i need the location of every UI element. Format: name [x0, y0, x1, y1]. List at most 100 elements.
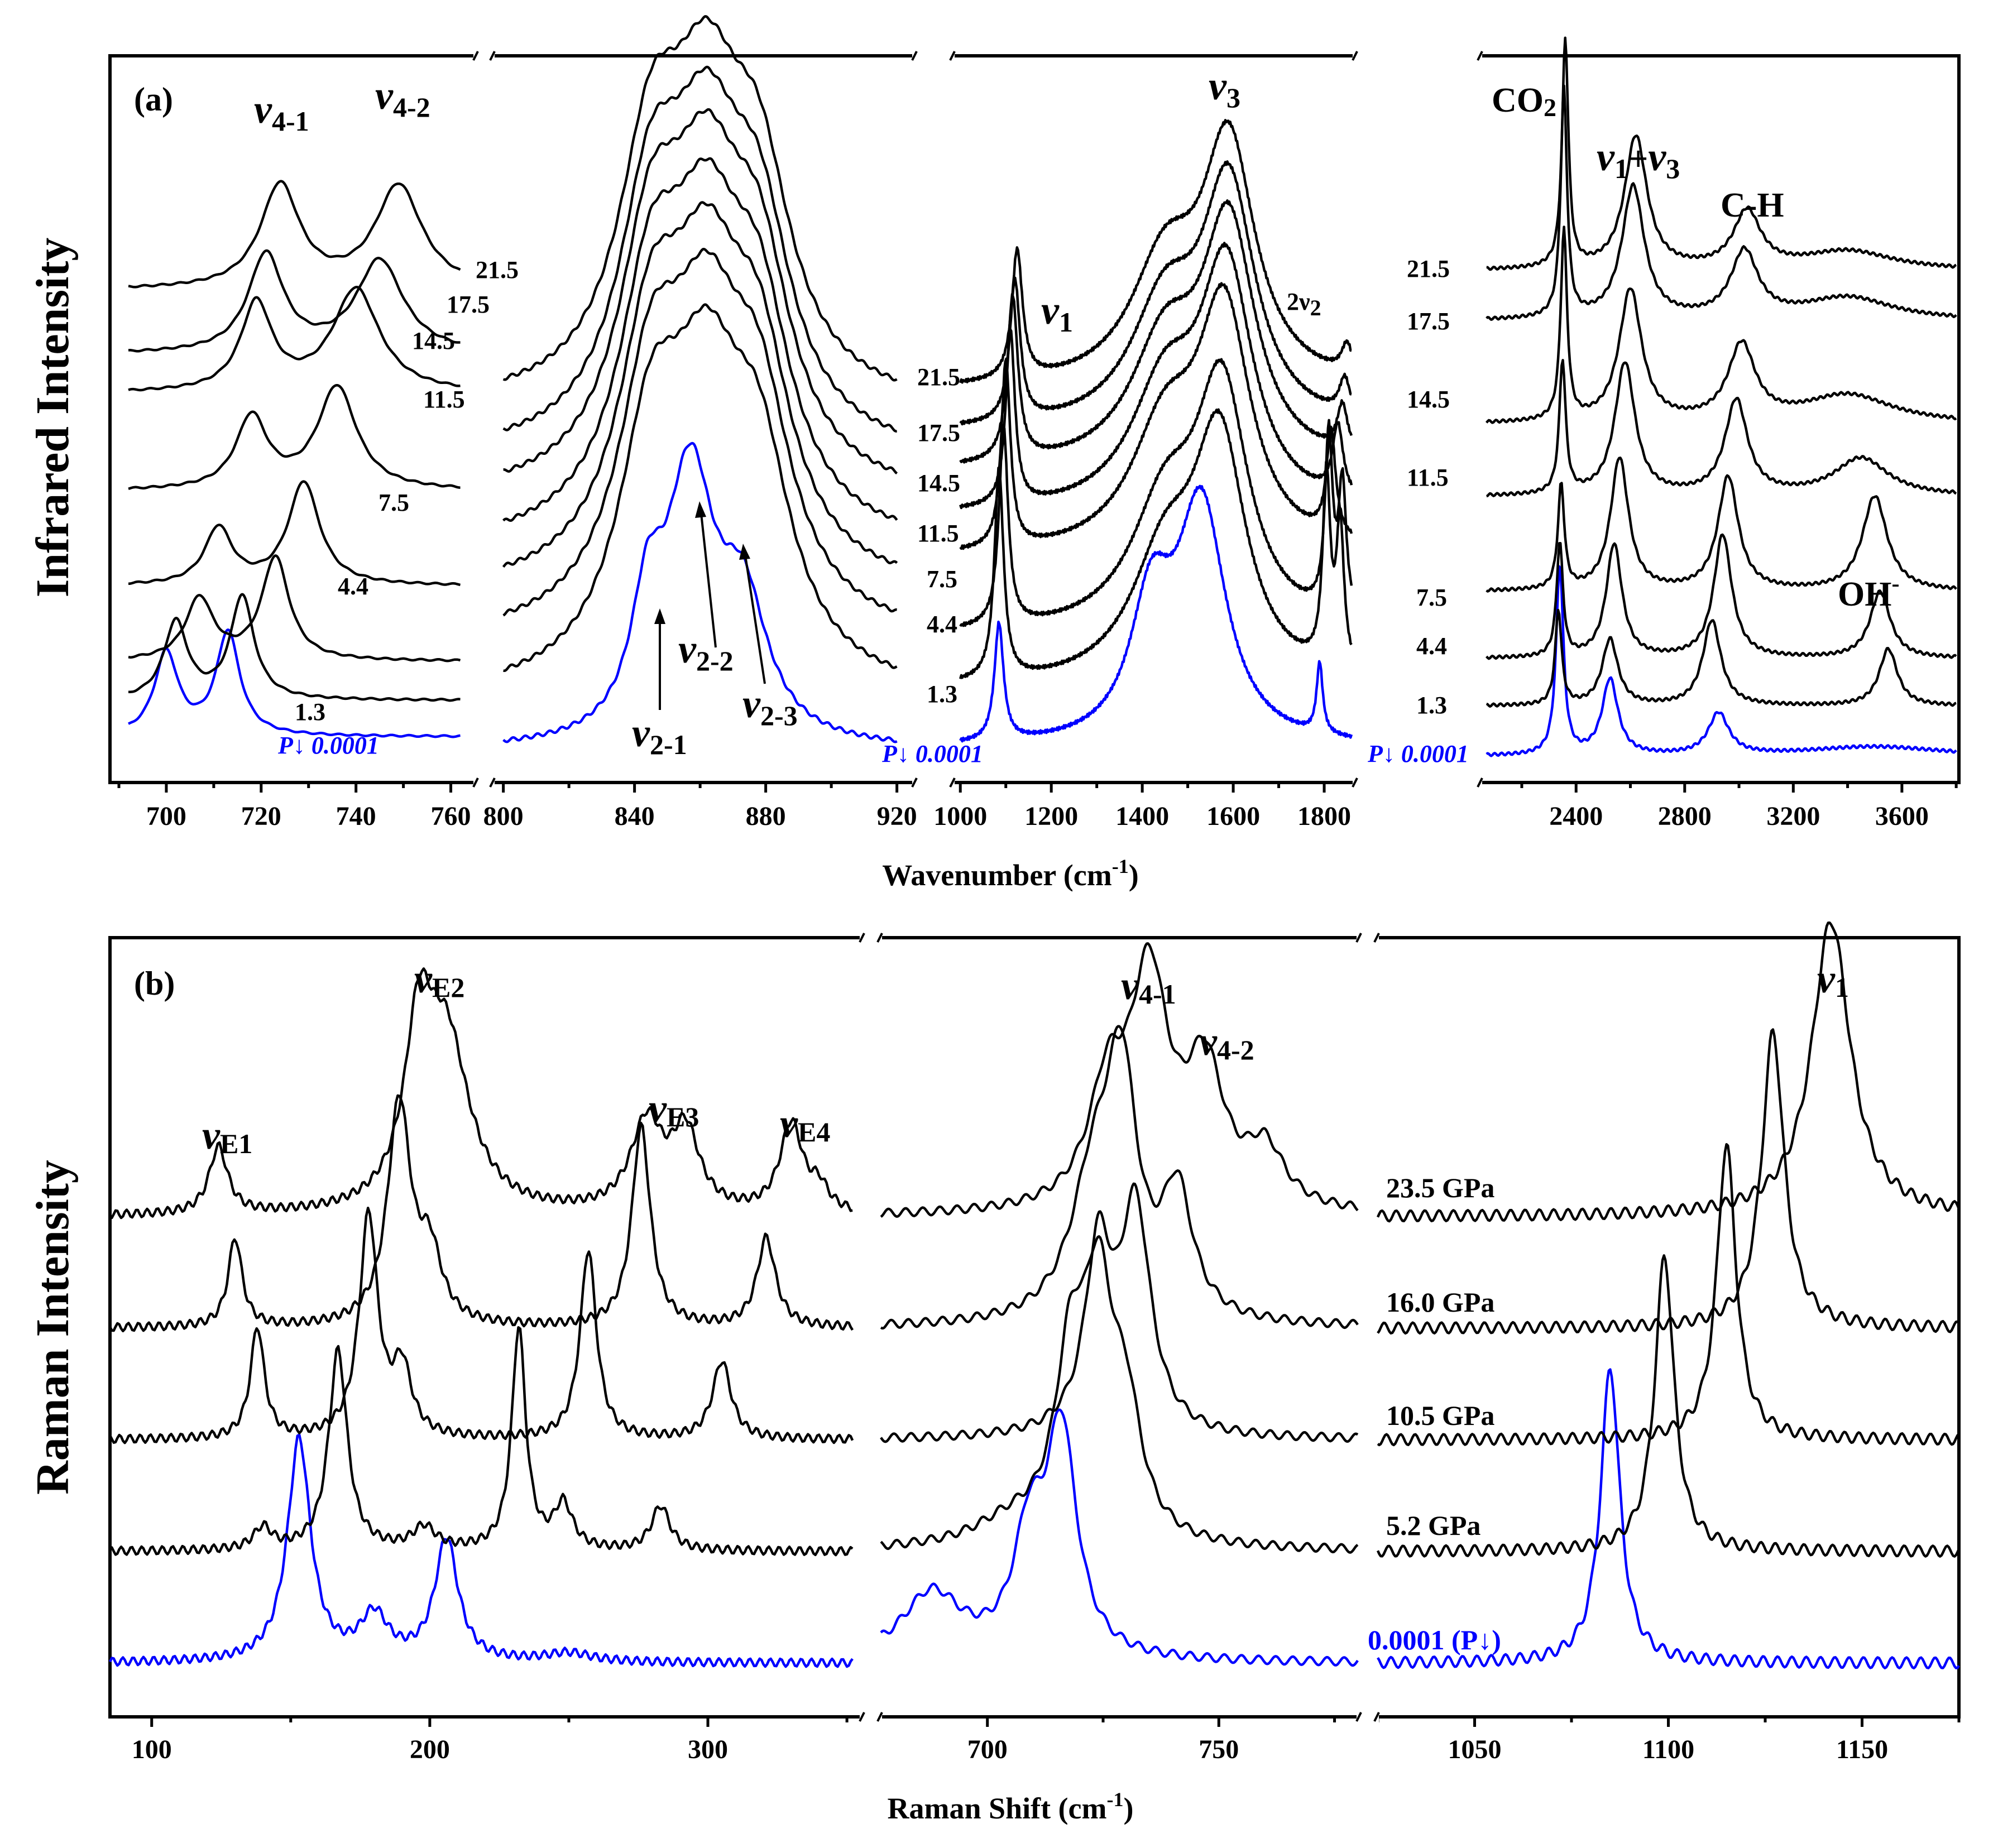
p-a1-4.4: 4.4 [338, 573, 368, 600]
series-b-0-0 [108, 1433, 854, 1668]
series-a-0-4 [128, 383, 461, 490]
label-ir-v2-2: ν2-2 [678, 627, 734, 676]
tick-label-b-2-2: 1150 [1836, 1735, 1888, 1764]
panel-b-pressure-labels: 23.5 GPa 16.0 GPa 10.5 GPa 5.2 GPa 0.000… [1368, 1172, 1501, 1655]
panel-a: 700 720 740 760 800 840 880 920 1000 1200 1400 1600… [27, 15, 1961, 892]
series-a-0-6 [128, 249, 461, 353]
panel-a-ylabel: Infrared Intensity [27, 238, 79, 598]
panel-a-xlabel-tail: ) [1129, 858, 1139, 892]
panel-a-xlabel-sup: -1 [1112, 855, 1129, 877]
tick-label-a-2-3: 1600 [1206, 801, 1260, 831]
label-raman-vE3: νE3 [649, 1086, 699, 1132]
label-co2: CO2 [1492, 81, 1556, 122]
series-a-0-7 [128, 180, 461, 289]
label-ir-v4-1: ν4-1 [254, 87, 309, 137]
series-a-1-2 [502, 248, 898, 617]
tick-label-a-1-0: 800 [483, 801, 524, 831]
series-a-1-5 [503, 108, 898, 475]
panel-a-label: (a) [134, 81, 173, 118]
panel-b-curves [108, 921, 1961, 1669]
label-ir-combo: ν1+ν3 [1597, 135, 1680, 184]
p-a2-4.4: 4.4 [927, 611, 957, 638]
tick-label-a-2-0: 1000 [933, 801, 987, 831]
p-a1-7.5: 7.5 [378, 489, 409, 516]
series-b-1-4 [880, 942, 1359, 1218]
tick-label-a-3-0: 2400 [1549, 801, 1603, 831]
series-a-2-1 [959, 408, 1353, 679]
arrow-v2-3 [744, 555, 766, 684]
arrow-v2-2 [700, 513, 717, 648]
tick-label-a-2-4: 1800 [1297, 801, 1351, 831]
tick-label-b-0-2: 300 [688, 1735, 728, 1764]
p-a3-7.5: 7.5 [1416, 584, 1447, 611]
tick-label-b-2-1: 1100 [1642, 1735, 1694, 1764]
p-a1-release: P↓ 0.0001 [277, 732, 379, 759]
p-b-10.5: 10.5 GPa [1386, 1400, 1494, 1431]
panel-b-xlabel: Raman Shift (cm-1) [888, 1788, 1134, 1825]
arrow-head-v2-1 [654, 608, 665, 624]
label-raman-vE1: νE1 [202, 1113, 252, 1159]
series-b-2-2 [1377, 1143, 1960, 1447]
tick-label-a-0-1: 720 [241, 801, 281, 831]
panel-b-ylabel: Raman Intensity [27, 1160, 79, 1495]
panel-a-xlabel: Wavenumber (cm-1) [882, 855, 1138, 892]
series-a-1-4 [502, 157, 898, 522]
label-ir-v4-2: ν4-2 [375, 73, 430, 123]
series-a-0-2 [128, 554, 461, 663]
panel-a-xlabel-main: Wavenumber (cm [882, 858, 1111, 892]
tick-label-a-0-2: 740 [336, 801, 376, 831]
series-b-1-3 [880, 1025, 1359, 1330]
p-a3-17.5: 17.5 [1407, 308, 1450, 335]
tick-label-a-0-0: 700 [146, 801, 186, 831]
series-a-2-6 [959, 160, 1352, 426]
series-a-0-0 [128, 628, 461, 738]
p-a3-1.3: 1.3 [1416, 692, 1447, 719]
series-b-0-4 [109, 967, 853, 1220]
series-a-2-7 [959, 119, 1352, 384]
tick-label-a-3-2: 3200 [1766, 801, 1820, 831]
label-raman-vE2: νE2 [414, 957, 464, 1003]
tick-label-a-3-1: 2800 [1658, 801, 1712, 831]
p-a1-1.3: 1.3 [295, 698, 325, 726]
series-a-1-6 [502, 65, 898, 433]
series-a-3-6 [1486, 84, 1957, 321]
series-b-0-3 [108, 1094, 854, 1333]
series-a-3-5 [1485, 225, 1957, 424]
series-a-3-3 [1486, 457, 1957, 593]
tick-label-a-0-3: 760 [431, 801, 471, 831]
series-a-3-2 [1486, 533, 1957, 660]
series-b-1-1 [880, 1235, 1359, 1554]
series-a-2-0 [959, 484, 1353, 743]
series-a-3-4 [1486, 359, 1957, 498]
tick-label-a-2-2: 1400 [1115, 801, 1169, 831]
label-ir-2v2: 2ν2 [1287, 288, 1321, 320]
series-a-2-4 [959, 242, 1353, 510]
series-a-2-5 [959, 199, 1353, 464]
p-a2-17.5: 17.5 [917, 419, 960, 447]
p-a1-14.5: 14.5 [412, 327, 455, 354]
p-a2-1.3: 1.3 [927, 680, 957, 708]
series-b-2-4 [1376, 921, 1961, 1223]
series-a-0-1 [128, 593, 461, 702]
tick-label-b-2-0: 1050 [1448, 1735, 1502, 1764]
p-b-23.5: 23.5 GPa [1386, 1172, 1494, 1203]
p-a2-release: P↓ 0.0001 [881, 740, 983, 767]
p-a2-21.5: 21.5 [917, 363, 960, 391]
panel-b-xlabel-main: Raman Shift (cm [888, 1792, 1107, 1825]
panel-b-label: (b) [134, 965, 175, 1002]
tick-label-b-1-0: 700 [967, 1735, 1008, 1764]
series-b-1-0 [880, 1408, 1359, 1667]
label-raman-v4-2: ν4-2 [1199, 1019, 1254, 1065]
series-b-0-2 [109, 1206, 854, 1444]
label-raman-vE4: νE4 [780, 1101, 830, 1148]
p-a3-4.4: 4.4 [1416, 632, 1447, 660]
series-b-1-2 [880, 1182, 1359, 1443]
label-ir-v3: ν3 [1209, 64, 1240, 113]
p-a3-11.5: 11.5 [1407, 464, 1449, 491]
label-ir-v2-3: ν2-3 [742, 681, 798, 731]
series-b-2-0 [1377, 1368, 1960, 1669]
p-a1-11.5: 11.5 [423, 386, 465, 413]
series-b-2-1 [1376, 1254, 1961, 1558]
tick-label-b-0-0: 100 [132, 1735, 172, 1764]
